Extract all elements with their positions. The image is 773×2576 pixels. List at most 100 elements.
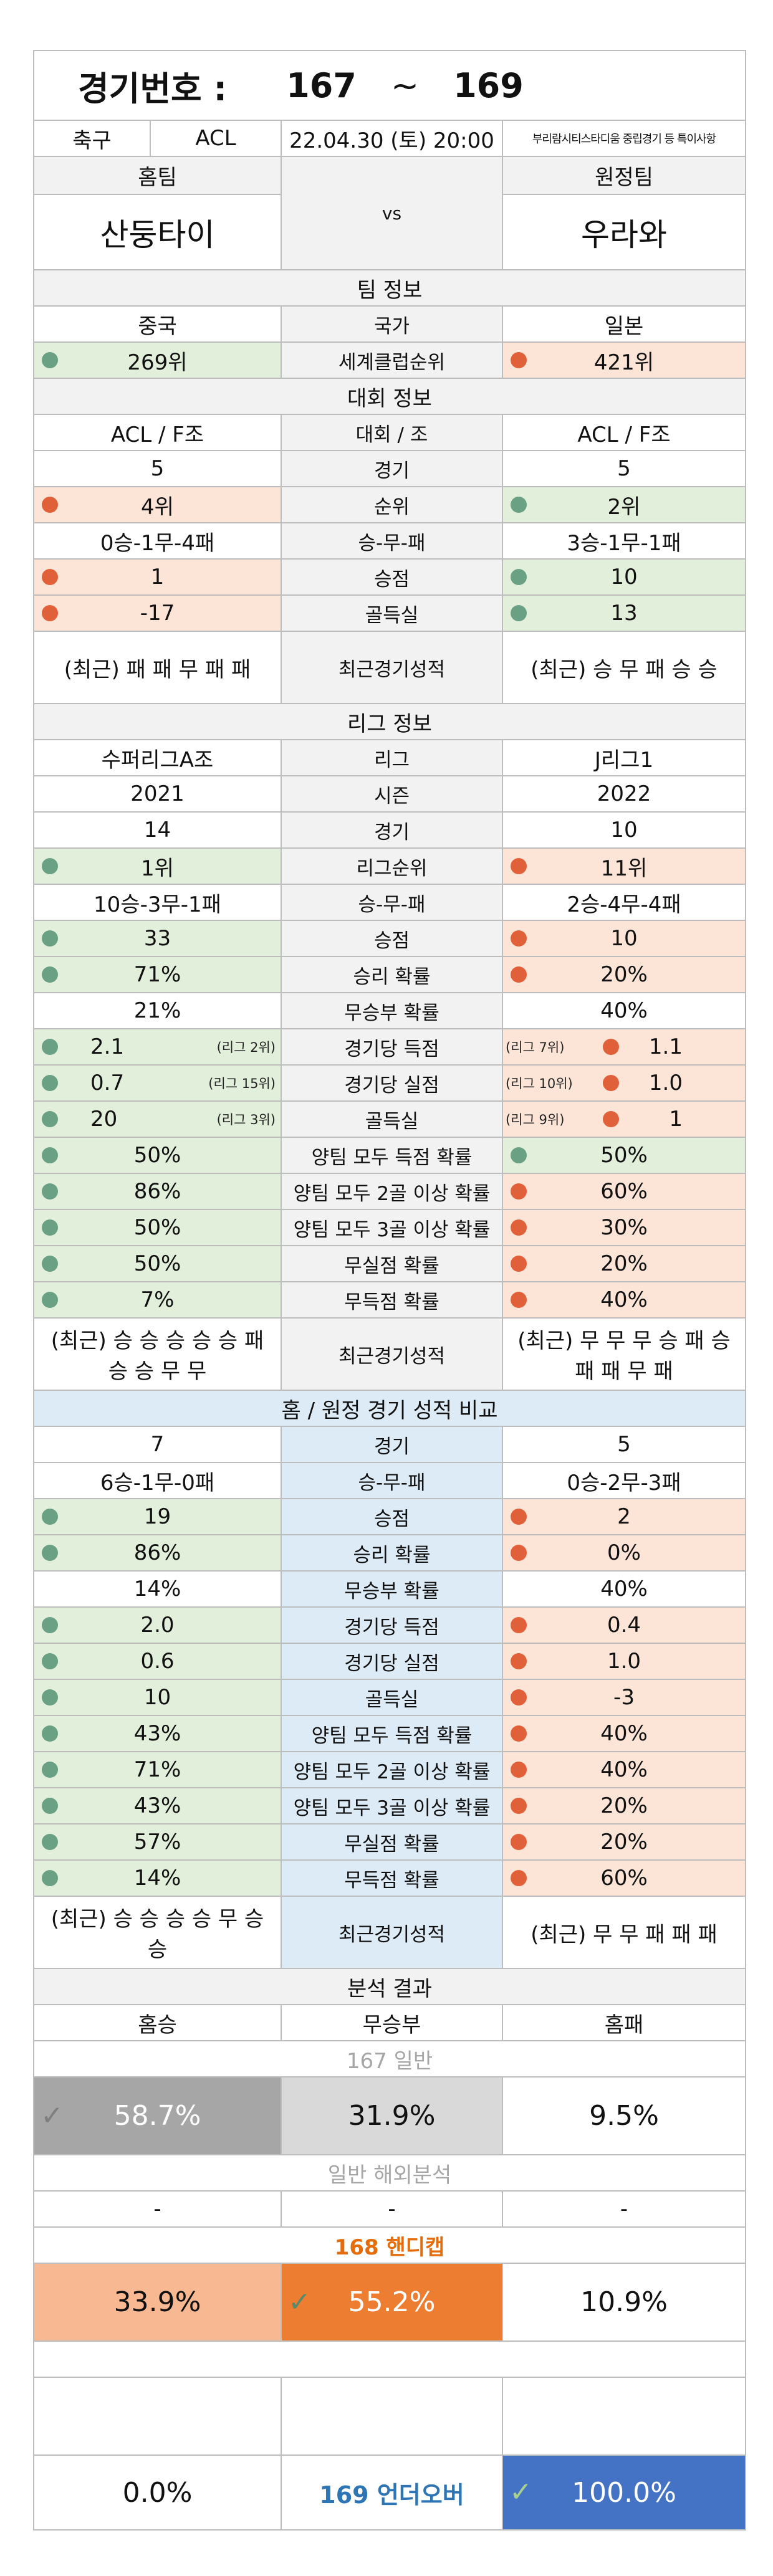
home-value-text: 2.1 [90, 1034, 125, 1059]
away-value-text: 20% [600, 1251, 648, 1276]
team-info-section: 팀 정보 [34, 269, 745, 305]
stat-label: 승점 [281, 921, 502, 956]
homeaway-row: 43% 양팀 모두 3골 이상 확률 20% [34, 1787, 745, 1823]
away-value-text: (최근) 승 무 패 승 승 [531, 657, 718, 682]
team-info-row: 중국 국가 일본 [34, 305, 745, 341]
stat-label: 무승부 확률 [281, 993, 502, 1028]
home-value: 71% [34, 957, 281, 992]
tournament-row: 5 경기 5 [34, 450, 745, 486]
match-info-row: 축구 ACL 22.04.30 (토) 20:00 부리람시티스타디움 중립경기… [34, 120, 745, 156]
home-value: 71% [34, 1752, 281, 1787]
home-value: 86% [34, 1174, 281, 1209]
homeaway-row: 2.0 경기당 득점 0.4 [34, 1606, 745, 1643]
away-value-text: 30% [600, 1215, 648, 1240]
stat-label: 순위 [281, 487, 502, 522]
home-value-text: 269위 [127, 350, 188, 375]
home-value: 1위 [34, 849, 281, 884]
overseas-title-row: 일반 해외분석 [34, 2154, 745, 2190]
home-value-text: 1위 [141, 856, 174, 881]
home-value-text: 43% [133, 1721, 181, 1746]
league-row: 71% 승리 확률 20% [34, 956, 745, 992]
away-value: 40% [502, 1282, 745, 1317]
homeaway-row: 6승-1무-0패 승-무-패 0승-2무-3패 [34, 1462, 745, 1498]
league-row: 7% 무득점 확률 40% [34, 1281, 745, 1317]
league-row: 2021 시즌 2022 [34, 775, 745, 811]
g168-home: 33.9% [34, 2264, 281, 2340]
league-row: 21% 무승부 확률 40% [34, 992, 745, 1028]
section-title: 팀 정보 [357, 277, 423, 303]
tilde: ~ [390, 65, 420, 105]
check-icon: ✓ [41, 2099, 64, 2132]
stat-label: 양팀 모두 3골 이상 확률 [281, 1788, 502, 1823]
away-value-text: 1 [669, 1107, 683, 1132]
g167-draw: 31.9% [281, 2077, 502, 2154]
home-value-text: 20 [90, 1107, 118, 1132]
away-value-text: 2022 [597, 781, 651, 806]
stat-label: 최근경기성적 [281, 1897, 502, 1968]
stat-label: 세계클럽순위 [281, 343, 502, 378]
g167-title: 167 일반 [346, 2048, 433, 2074]
away-value-text: 13 [610, 601, 638, 626]
home-value: (리그 2위) 2.1 [34, 1029, 281, 1064]
g168-draw: ✓ 55.2% [281, 2264, 502, 2340]
stat-label: 경기당 실점 [281, 1644, 502, 1679]
away-value: (최근) 무 무 무 승 패 승 패 패 무 패 [502, 1319, 745, 1390]
header-row: 경기번호 : 167 ~ 169 [34, 50, 745, 120]
tournament-row: -17 골득실 13 [34, 594, 745, 631]
away-value: (리그 9위) 1 [502, 1102, 745, 1137]
away-value-text: 60% [600, 1866, 648, 1891]
away-value-text: 0.4 [607, 1613, 641, 1638]
away-value: 421위 [502, 343, 745, 378]
away-value-text: 20% [600, 1793, 648, 1818]
stat-label: 승점 [281, 1499, 502, 1534]
stat-label: 경기당 득점 [281, 1029, 502, 1064]
away-value: 20% [502, 1788, 745, 1823]
away-value-text: 2위 [607, 494, 641, 520]
stat-label: 경기 [281, 451, 502, 486]
away-value: 13 [502, 596, 745, 631]
home-value: 14 [34, 813, 281, 847]
home-value: -17 [34, 596, 281, 631]
away-team-name: 우라와 [581, 216, 667, 253]
home-value: ACL / F조 [34, 415, 281, 450]
league-row: (최근) 승 승 승 승 승 패 승 승 무 무 최근경기성적 (최근) 무 무 무… [34, 1317, 745, 1390]
stat-label: 무득점 확률 [281, 1861, 502, 1896]
home-value-text: 50% [133, 1251, 181, 1276]
g169-left: 0.0% [122, 2476, 193, 2509]
spacer-row [34, 2340, 745, 2377]
home-value: 2.0 [34, 1608, 281, 1643]
league-name: ACL [150, 121, 281, 156]
g167-home: ✓ 58.7% [34, 2077, 281, 2154]
stat-label: 경기당 실점 [281, 1066, 502, 1100]
stat-label: 승-무-패 [281, 1463, 502, 1498]
stat-label: 양팀 모두 득점 확률 [281, 1138, 502, 1173]
away-value-text: 20% [600, 962, 648, 987]
league-row: 86% 양팀 모두 2골 이상 확률 60% [34, 1173, 745, 1209]
g167-lose: 9.5% [502, 2077, 745, 2154]
away-value-text: 1.1 [648, 1034, 683, 1059]
home-value-text: 0승-1무-4패 [100, 530, 215, 556]
home-value-text: 50% [133, 1143, 181, 1168]
tournament-row: 1 승점 10 [34, 558, 745, 594]
home-value: 43% [34, 1716, 281, 1751]
away-value-text: 0% [607, 1540, 641, 1565]
home-value-text: 7% [140, 1287, 175, 1312]
away-value: 11위 [502, 849, 745, 884]
league-row: 수퍼리그A조 리그 J리그1 [34, 739, 745, 775]
home-value: 86% [34, 1535, 281, 1570]
home-value: 중국 [34, 307, 281, 341]
away-value: 1.0 [502, 1644, 745, 1679]
away-value-text: 60% [600, 1179, 648, 1204]
away-value-text: 40% [600, 1287, 648, 1312]
home-value-text: 21% [133, 998, 181, 1023]
stat-label: 무실점 확률 [281, 1246, 502, 1281]
away-league-rank: (리그 7위) [506, 1040, 565, 1055]
away-value-text: (최근) 무 무 무 승 패 승 패 패 무 패 [517, 1329, 731, 1384]
away-value-text: 40% [600, 1757, 648, 1782]
home-value-text: 10 [143, 1685, 171, 1710]
home-value: 0.6 [34, 1644, 281, 1679]
homeaway-row: 10 골득실 -3 [34, 1679, 745, 1715]
away-value: (최근) 무 무 패 패 패 [502, 1897, 745, 1968]
home-value-text: 1 [150, 565, 165, 589]
g167-row: ✓ 58.7% 31.9% 9.5% [34, 2076, 745, 2154]
